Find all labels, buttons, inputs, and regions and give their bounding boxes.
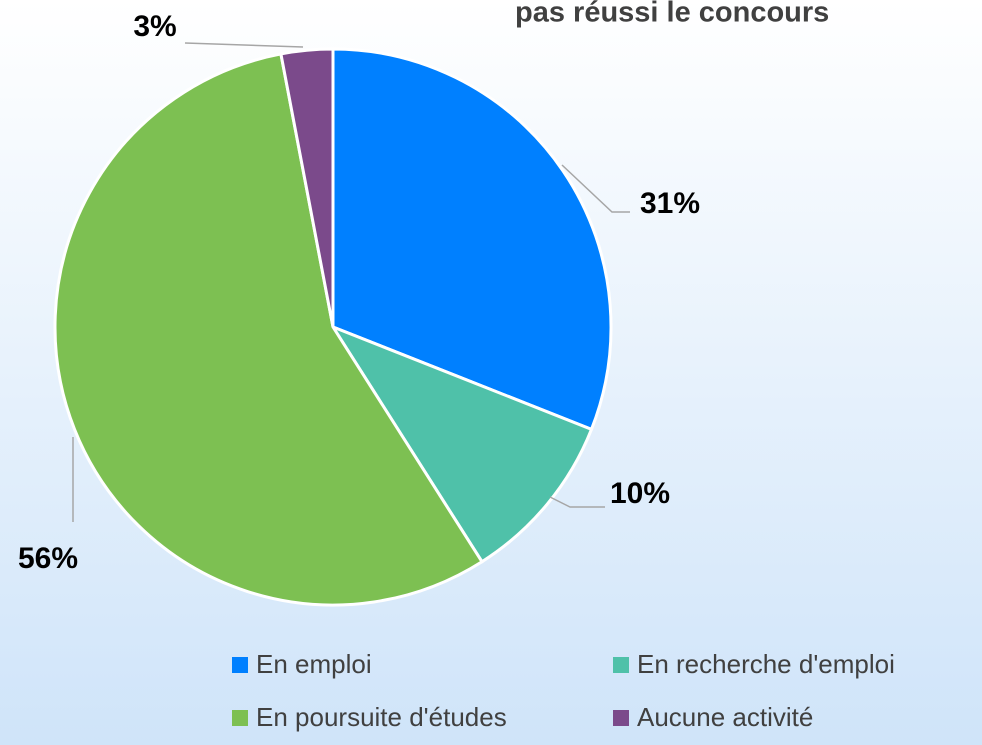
leader-line: [184, 42, 304, 48]
chart-title: pas réussi le concours: [515, 0, 829, 29]
data-label: 31%: [640, 187, 700, 220]
legend-label: En recherche d'emploi: [637, 649, 895, 679]
leader-line: [549, 496, 605, 508]
pie-slice: [279, 47, 335, 328]
legend-label: En poursuite d'études: [256, 702, 507, 732]
legend-label: Aucune activité: [637, 702, 813, 732]
data-label: 10%: [610, 477, 670, 510]
pie-slice: [329, 323, 594, 564]
pie-slice: [53, 52, 485, 607]
leader-lines: [72, 42, 630, 522]
pie-slice: [331, 47, 613, 432]
leader-line: [561, 164, 630, 213]
data-label: 56%: [18, 542, 78, 575]
legend-swatch: [232, 710, 248, 726]
legend-swatch: [613, 657, 629, 673]
legend-label: En emploi: [256, 649, 372, 679]
legend-swatch: [232, 657, 248, 673]
data-label: 3%: [133, 10, 176, 43]
legend-swatch: [613, 710, 629, 726]
